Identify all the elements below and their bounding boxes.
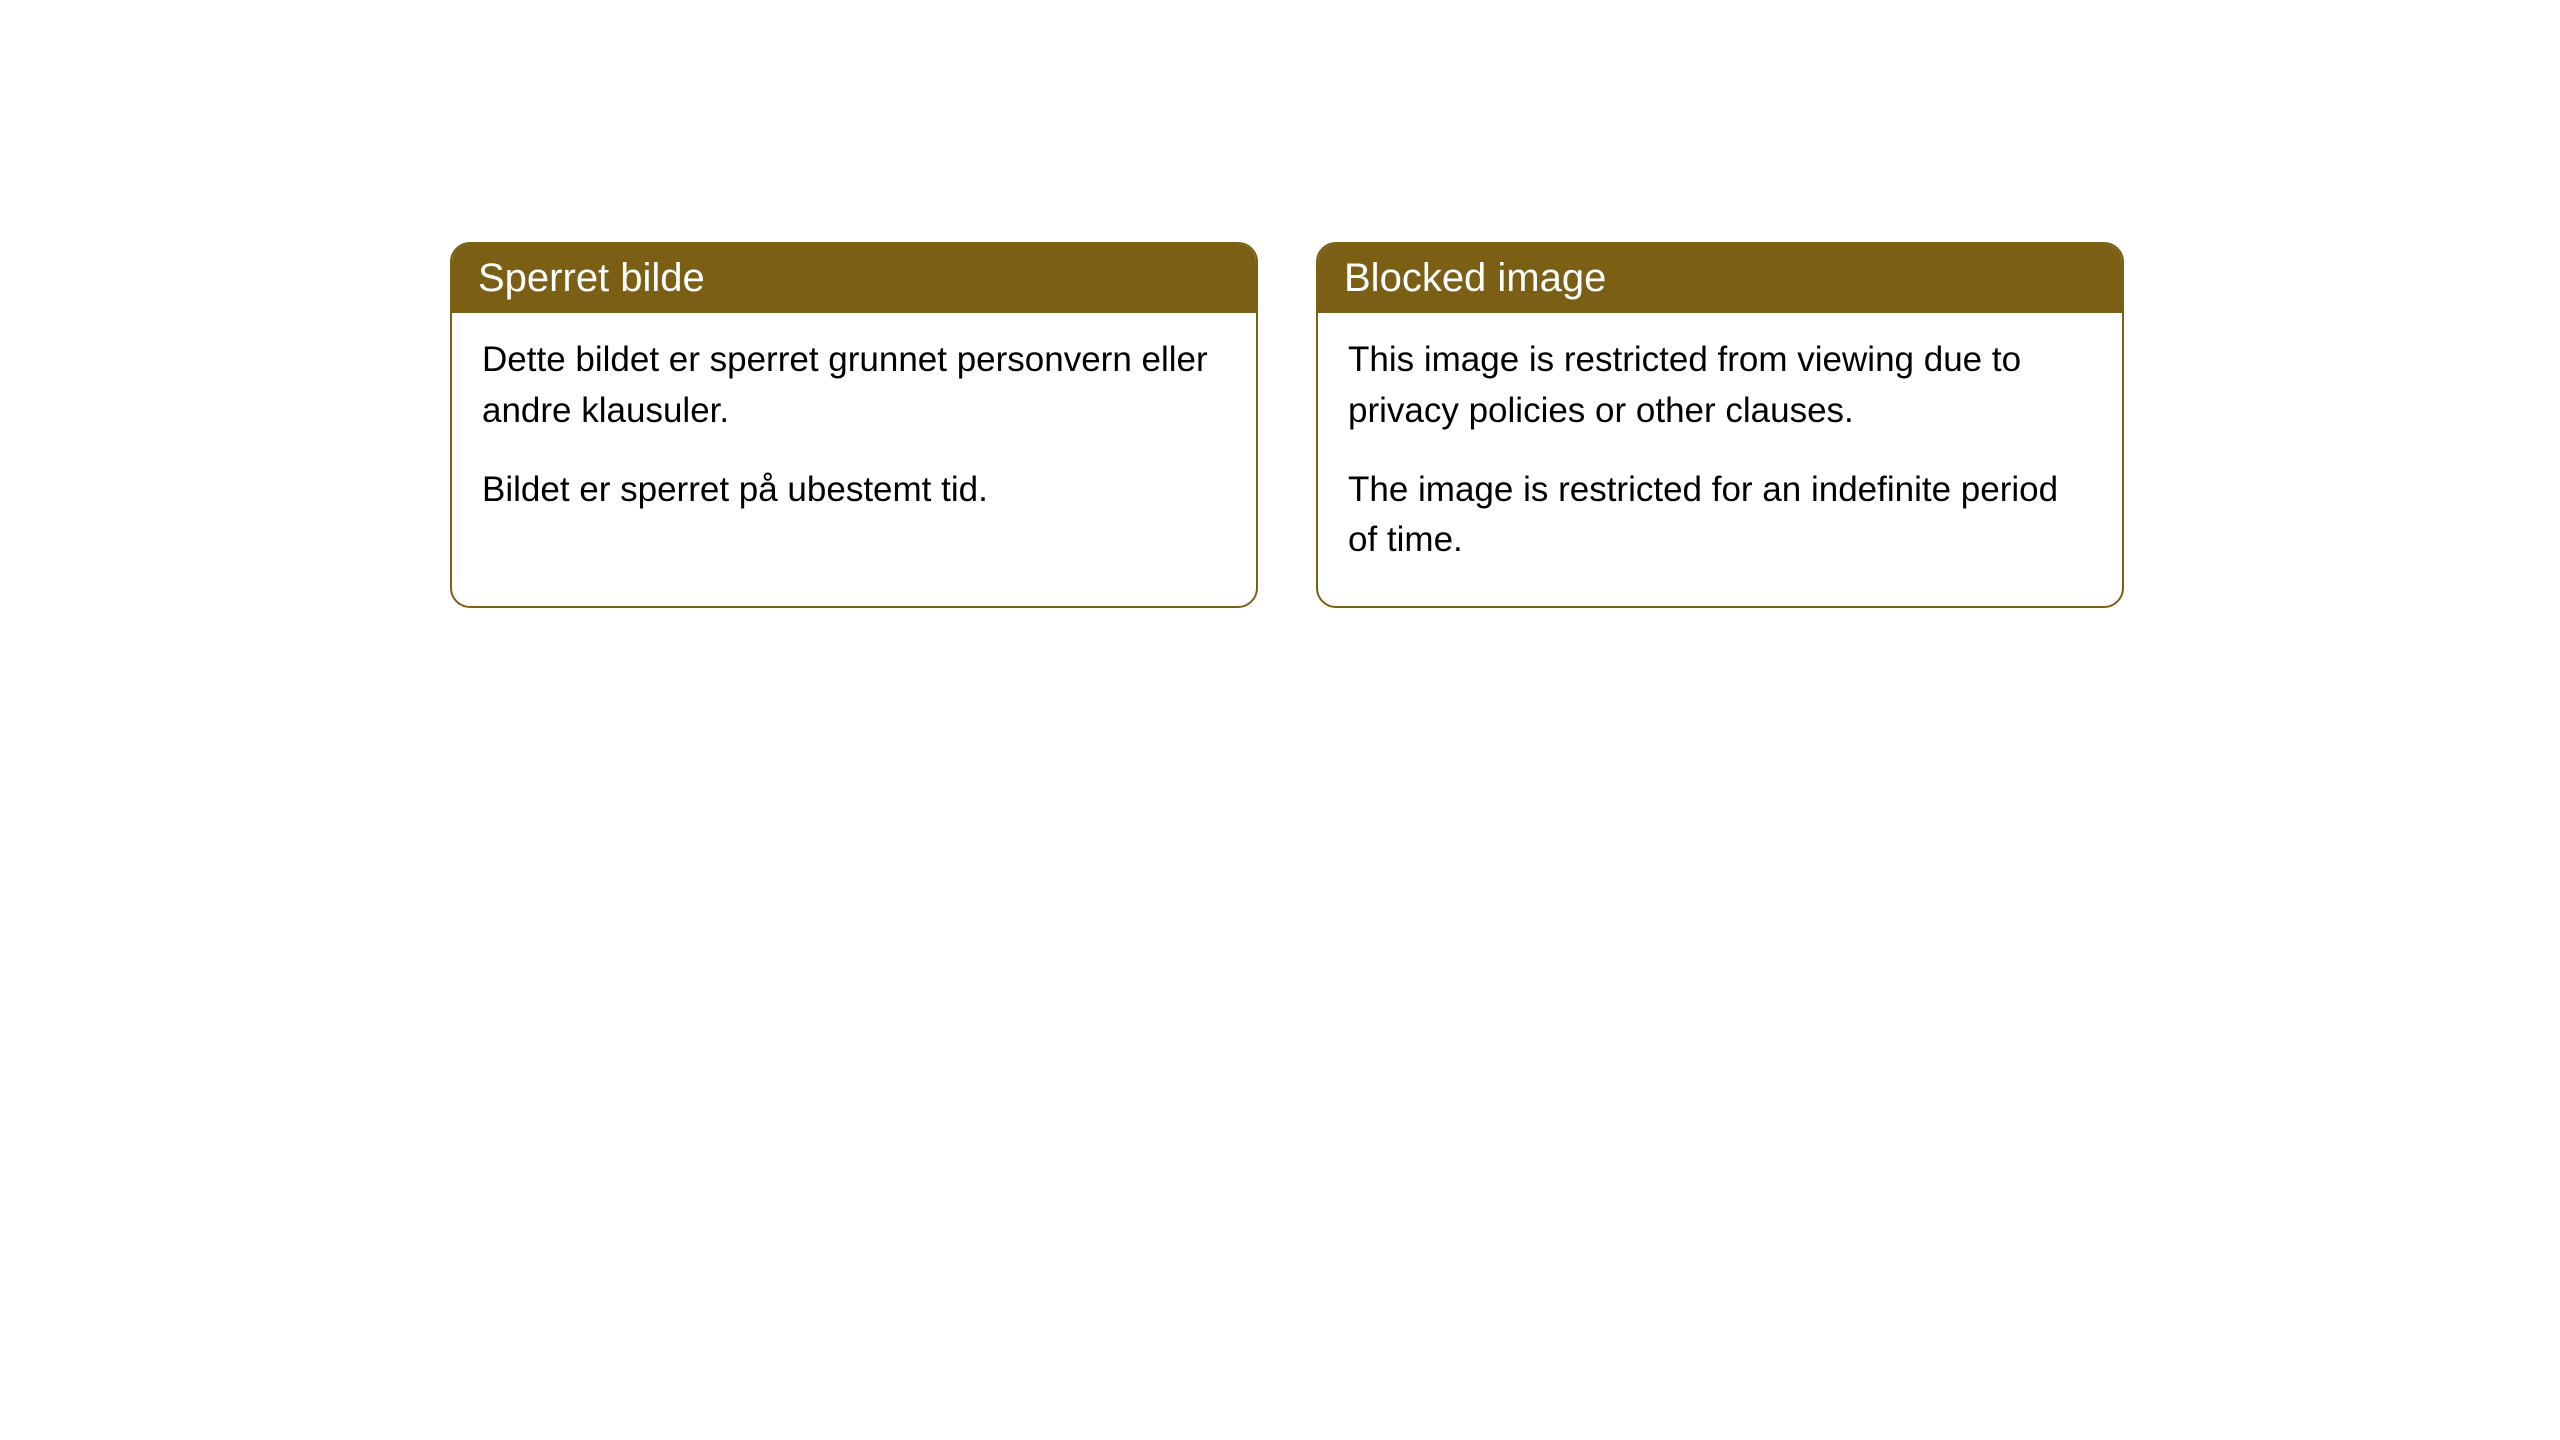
card-title: Blocked image <box>1344 256 1606 300</box>
card-title: Sperret bilde <box>478 256 705 300</box>
card-paragraph: This image is restricted from viewing du… <box>1348 335 2092 437</box>
notice-cards-container: Sperret bilde Dette bildet er sperret gr… <box>450 242 2124 608</box>
card-header: Sperret bilde <box>452 244 1256 313</box>
card-paragraph: Bildet er sperret på ubestemt tid. <box>482 465 1226 516</box>
notice-card-norwegian: Sperret bilde Dette bildet er sperret gr… <box>450 242 1258 608</box>
notice-card-english: Blocked image This image is restricted f… <box>1316 242 2124 608</box>
card-body: This image is restricted from viewing du… <box>1318 313 2122 606</box>
card-paragraph: The image is restricted for an indefinit… <box>1348 465 2092 567</box>
card-header: Blocked image <box>1318 244 2122 313</box>
card-paragraph: Dette bildet er sperret grunnet personve… <box>482 335 1226 437</box>
card-body: Dette bildet er sperret grunnet personve… <box>452 313 1256 555</box>
